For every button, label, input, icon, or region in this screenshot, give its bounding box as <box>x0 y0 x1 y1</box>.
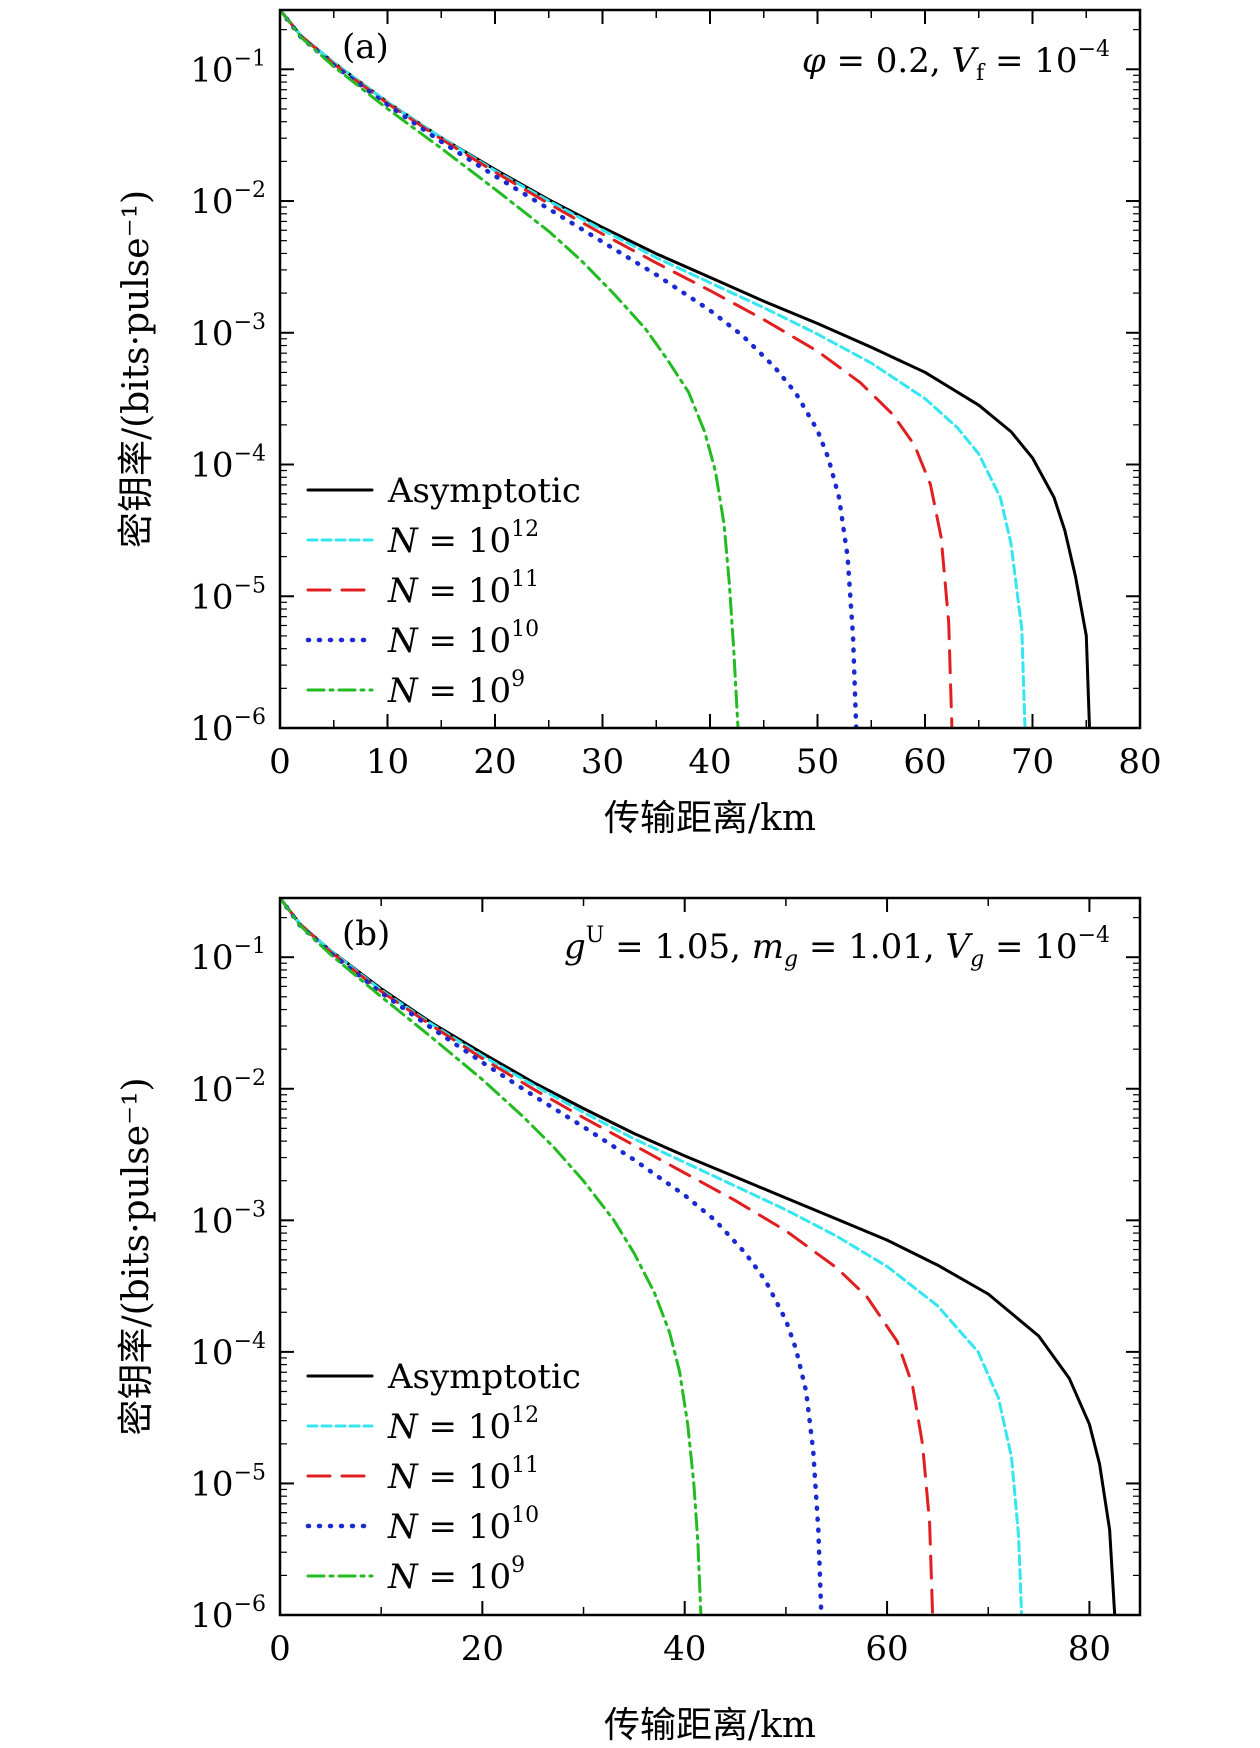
x-tick-label: 70 <box>1011 742 1054 782</box>
plot-frame <box>278 896 1142 1617</box>
legend-label-1: N = 1012 <box>387 1403 539 1447</box>
legend-label-0: Asymptotic <box>387 471 581 511</box>
x-tick-label: 80 <box>1118 742 1161 782</box>
panel-label: (a) <box>342 27 389 67</box>
legend-label-4: N = 109 <box>387 1553 525 1597</box>
x-tick-label: 20 <box>461 1629 504 1669</box>
y-tick-label: 10−4 <box>190 442 266 486</box>
legend-label-2: N = 1011 <box>387 567 539 611</box>
y-tick-label: 10−2 <box>190 178 266 222</box>
y-tick-label: 10−6 <box>190 1592 266 1636</box>
x-tick-label: 40 <box>688 742 731 782</box>
y-tick-label: 10−6 <box>190 705 266 749</box>
series-line-4 <box>280 10 740 728</box>
x-tick-label: 60 <box>903 742 946 782</box>
y-tick-label: 10−3 <box>190 310 266 354</box>
plot-frame <box>278 8 1142 730</box>
y-tick-label: 10−1 <box>190 46 266 90</box>
y-tick-label: 10−3 <box>190 1197 266 1241</box>
legend-label-3: N = 1010 <box>387 617 539 661</box>
legend-label-0: Asymptotic <box>387 1357 581 1397</box>
y-tick-label: 10−5 <box>190 1460 266 1504</box>
x-tick-label: 10 <box>366 742 409 782</box>
x-tick-label: 0 <box>269 1629 291 1669</box>
series-line-2 <box>280 10 954 728</box>
y-tick-label: 10−2 <box>190 1066 266 1110</box>
x-tick-label: 50 <box>796 742 839 782</box>
y-tick-label: 10−5 <box>190 573 266 617</box>
x-axis-label: 传输距离/km <box>604 1705 816 1746</box>
x-tick-label: 30 <box>581 742 624 782</box>
y-tick-label: 10−4 <box>190 1329 266 1373</box>
x-tick-label: 80 <box>1068 1629 1111 1669</box>
legend-label-1: N = 1012 <box>387 517 539 561</box>
x-tick-label: 0 <box>269 742 291 782</box>
parameter-annotation: φ = 0.2, Vf = 10−4 <box>802 37 1110 86</box>
panel-label: (b) <box>342 914 390 954</box>
parameter-annotation: gU = 1.05, mg = 1.01, Vg = 10−4 <box>564 923 1110 972</box>
x-tick-label: 40 <box>663 1629 706 1669</box>
series-line-3 <box>280 898 824 1615</box>
series-line-3 <box>280 10 859 728</box>
y-tick-label: 10−1 <box>190 934 266 978</box>
series-line-4 <box>280 898 703 1615</box>
chart-panel-1: 0 20 40 60 80 10−6 10−5 10−4 10−3 10−2 10−1 Asympto… <box>116 896 1142 1746</box>
legend-label-2: N = 1011 <box>387 1453 539 1497</box>
x-tick-label: 60 <box>865 1629 908 1669</box>
y-axis-label: 密钥率/(bits·pulse⁻¹) <box>116 1077 157 1435</box>
x-tick-label: 20 <box>473 742 516 782</box>
series-line-2 <box>280 898 935 1615</box>
y-axis-label: 密钥率/(bits·pulse⁻¹) <box>116 190 157 548</box>
chart-panel-0: 0 10 20 30 40 50 60 70 80 10−6 10−5 10−4 10−3 10−2 10−… <box>116 8 1162 839</box>
legend-label-4: N = 109 <box>387 667 525 711</box>
legend-label-3: N = 1010 <box>387 1503 539 1547</box>
x-axis-label: 传输距离/km <box>604 798 816 839</box>
